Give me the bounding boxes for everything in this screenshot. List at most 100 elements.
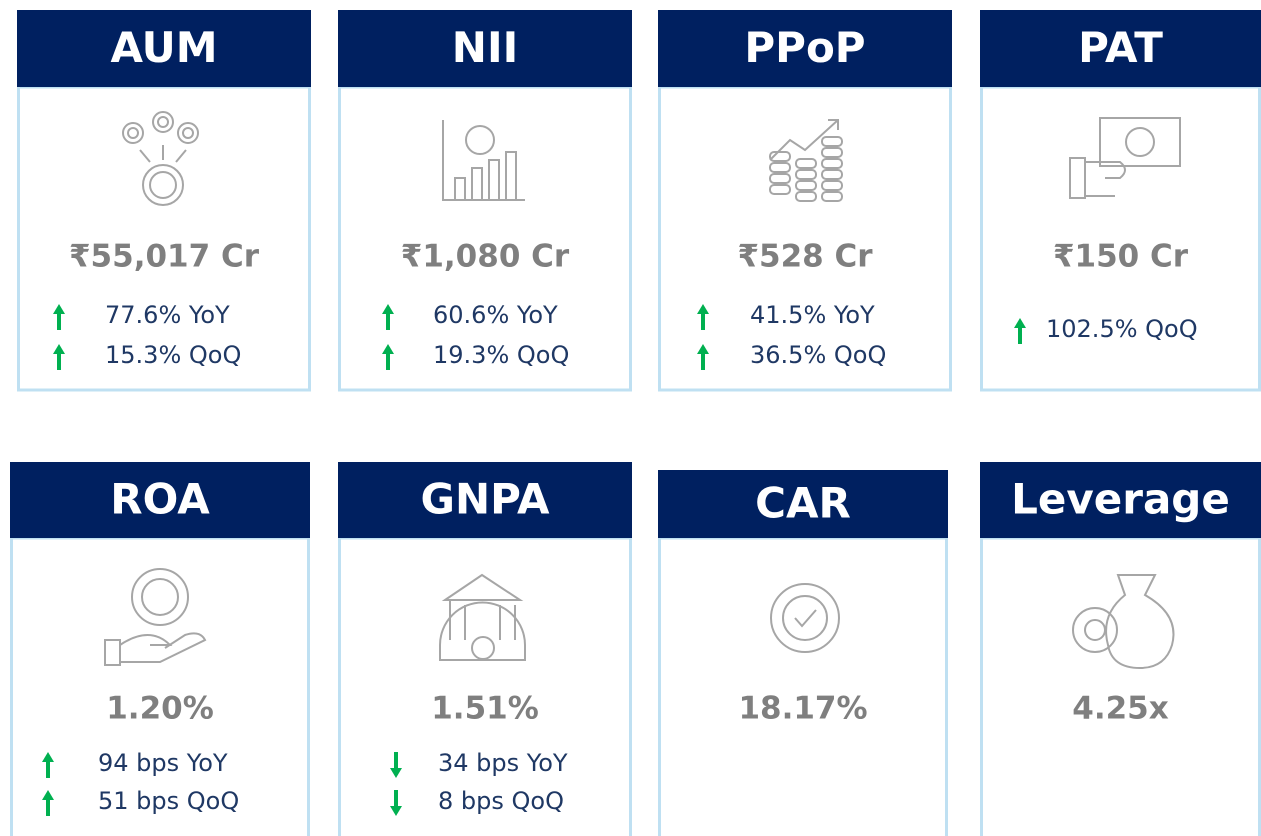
icon-part xyxy=(821,158,843,169)
card-value: 1.20% xyxy=(106,691,214,727)
icon-part xyxy=(821,169,843,180)
icon-part xyxy=(821,136,843,147)
kpi-card: AUM ₹55,017 Cr 77.6% YoY 15.3% QoQ xyxy=(17,10,311,392)
card-header xyxy=(980,10,1261,87)
icon-part xyxy=(157,116,169,128)
icon-part xyxy=(465,125,495,155)
card-title: PAT xyxy=(1078,23,1163,72)
icon-part xyxy=(795,169,817,180)
icon-part xyxy=(182,127,194,139)
icon xyxy=(439,573,526,661)
card-value: ₹150 Cr xyxy=(1053,239,1189,275)
card-title: ROA xyxy=(110,475,210,524)
icon-part xyxy=(152,111,174,133)
icon-part xyxy=(1099,117,1181,167)
icon xyxy=(104,568,207,666)
icon-part xyxy=(795,180,817,191)
icon xyxy=(770,583,840,653)
card-body xyxy=(338,536,632,836)
arrow-up xyxy=(42,790,54,816)
card-change: 41.5% YoY xyxy=(750,301,875,329)
arrow-up xyxy=(382,344,394,370)
icon-part xyxy=(439,573,526,661)
icon-part xyxy=(769,119,839,161)
kpi-card: GNPA 1.51% 34 bps YoY 8 bps QoQ xyxy=(338,462,632,836)
icon-part xyxy=(821,147,843,158)
icon-part xyxy=(1125,127,1155,157)
card-body xyxy=(10,536,310,836)
icon-part xyxy=(141,578,179,616)
arrow-up xyxy=(382,304,394,330)
card-header xyxy=(980,462,1261,538)
arrow-up xyxy=(53,344,65,370)
card-body xyxy=(658,85,952,392)
kpi-card: Leverage 4.25x xyxy=(980,462,1261,836)
icon-part xyxy=(782,595,828,641)
card-title: AUM xyxy=(110,23,217,72)
icon-part xyxy=(131,568,189,626)
card-body xyxy=(17,85,311,392)
icon-part xyxy=(104,632,207,666)
arrow-down xyxy=(390,790,402,816)
arrow-up xyxy=(697,344,709,370)
icon-part xyxy=(769,151,791,162)
card-header xyxy=(338,462,632,538)
kpi-card: CAR 18.17% xyxy=(658,470,948,836)
icon-part xyxy=(821,180,843,191)
arrow-up xyxy=(53,304,65,330)
icon-part xyxy=(769,173,791,184)
icon-part xyxy=(142,164,184,206)
card-body xyxy=(658,536,948,836)
icon-part xyxy=(1105,574,1175,670)
card-change: 51 bps QoQ xyxy=(98,787,239,815)
card-title: NII xyxy=(452,23,518,72)
card-value: ₹55,017 Cr xyxy=(69,239,260,275)
card-body xyxy=(338,85,632,392)
card-title: PPoP xyxy=(744,23,865,72)
kpi-card: PPoP ₹528 Cr 41.5% YoY 36.5% QoQ xyxy=(658,10,952,392)
card-change: 15.3% QoQ xyxy=(105,341,241,369)
card-title: GNPA xyxy=(420,475,550,524)
card-header xyxy=(10,462,310,538)
icon xyxy=(1072,574,1175,670)
icon-part xyxy=(149,171,177,199)
icon-part xyxy=(177,122,199,144)
card-value: ₹528 Cr xyxy=(737,239,873,275)
card-value: 1.51% xyxy=(431,691,539,727)
kpi-card: NII ₹1,080 Cr 60.6% YoY 19.3% QoQ xyxy=(338,10,632,392)
icon-part xyxy=(770,583,840,653)
card-title: CAR xyxy=(755,479,851,528)
arrow-up xyxy=(1014,318,1026,344)
icon xyxy=(769,119,843,202)
card-body xyxy=(980,536,1261,836)
card-value: 4.25x xyxy=(1072,691,1168,727)
icon-part xyxy=(795,158,817,169)
card-value: 18.17% xyxy=(738,691,867,727)
icon-part xyxy=(769,184,791,195)
card-header xyxy=(17,10,311,87)
icon xyxy=(442,120,525,201)
icon-part xyxy=(442,120,525,201)
icon-part xyxy=(122,122,144,144)
card-title: Leverage xyxy=(1011,475,1230,524)
icon-part xyxy=(139,145,187,163)
icon-part xyxy=(1072,607,1118,653)
card-change: 8 bps QoQ xyxy=(438,787,564,815)
icon-part xyxy=(821,191,843,202)
kpi-card: PAT ₹150 Cr 102.5% QoQ xyxy=(980,10,1261,392)
card-value: ₹1,080 Cr xyxy=(401,239,570,275)
icon xyxy=(1069,117,1181,199)
card-header xyxy=(338,10,632,87)
icon-part xyxy=(471,636,495,660)
icon-part xyxy=(1069,157,1126,199)
arrow-down xyxy=(390,752,402,778)
arrow-up xyxy=(42,752,54,778)
card-header xyxy=(658,470,948,538)
card-change: 102.5% QoQ xyxy=(1046,315,1198,343)
kpi-card: ROA 1.20% 94 bps YoY 51 bps QoQ xyxy=(10,462,310,836)
icon xyxy=(122,111,199,206)
icon-part xyxy=(1084,619,1106,641)
arrow-up xyxy=(697,304,709,330)
